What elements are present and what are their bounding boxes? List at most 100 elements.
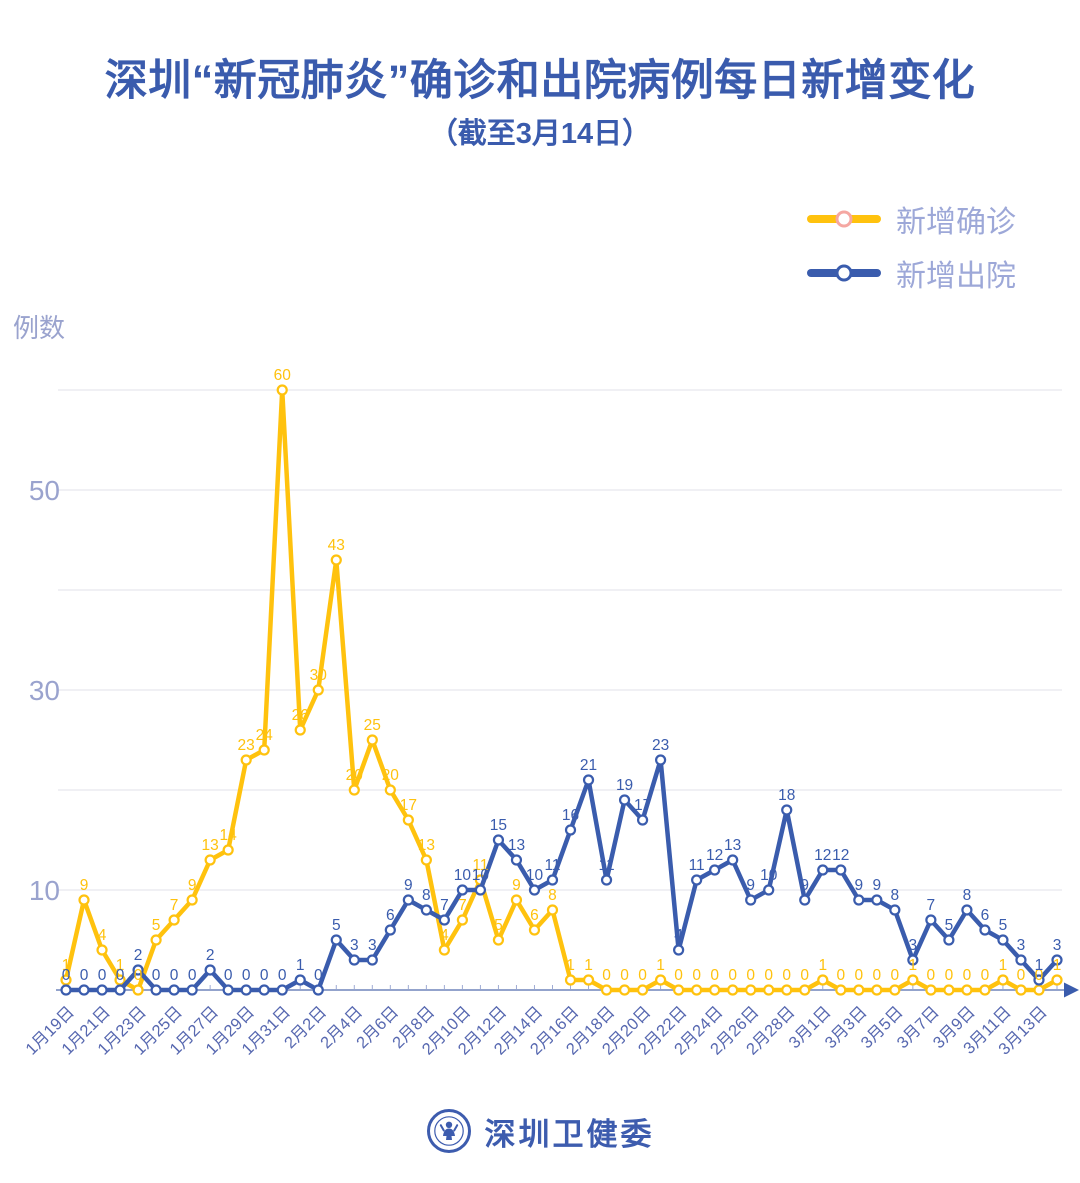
svg-text:7: 7 bbox=[458, 897, 467, 914]
data-point bbox=[150, 934, 162, 946]
svg-text:0: 0 bbox=[260, 967, 269, 984]
chart-legend: 新增确诊 新增出院 bbox=[807, 197, 1016, 295]
svg-text:0: 0 bbox=[782, 967, 791, 984]
data-point bbox=[979, 924, 991, 936]
svg-text:0: 0 bbox=[638, 967, 647, 984]
svg-text:9: 9 bbox=[800, 877, 809, 894]
svg-text:6: 6 bbox=[530, 907, 539, 924]
gridlines bbox=[58, 389, 1062, 891]
data-point bbox=[384, 924, 396, 936]
svg-text:3: 3 bbox=[368, 937, 377, 954]
shenzhen-health-logo-icon bbox=[426, 1109, 471, 1153]
data-point bbox=[132, 964, 144, 976]
data-point bbox=[781, 804, 793, 816]
series-line-新增确诊 bbox=[60, 384, 1063, 996]
svg-text:0: 0 bbox=[963, 967, 972, 984]
svg-text:0: 0 bbox=[80, 967, 89, 984]
data-point bbox=[492, 934, 505, 946]
data-point bbox=[618, 794, 631, 806]
data-point bbox=[348, 784, 360, 796]
svg-text:12: 12 bbox=[814, 847, 831, 864]
data-point bbox=[114, 984, 126, 996]
svg-text:0: 0 bbox=[98, 967, 107, 984]
svg-text:50: 50 bbox=[29, 475, 60, 506]
series-labels-新增确诊: 1941057913142324602630432025201713471159… bbox=[62, 367, 1062, 984]
data-point bbox=[871, 894, 883, 906]
data-point bbox=[276, 984, 288, 996]
svg-text:60: 60 bbox=[274, 367, 292, 384]
data-point bbox=[348, 954, 360, 966]
data-point bbox=[132, 984, 144, 996]
svg-text:14: 14 bbox=[220, 827, 238, 844]
svg-text:0: 0 bbox=[1017, 967, 1026, 984]
svg-text:0: 0 bbox=[800, 967, 809, 984]
data-point bbox=[691, 874, 703, 886]
legend-item-discharged[interactable]: 新增出院 bbox=[807, 251, 1016, 295]
svg-text:9: 9 bbox=[512, 877, 521, 894]
data-point bbox=[420, 904, 432, 916]
svg-text:4: 4 bbox=[440, 927, 449, 944]
data-point bbox=[781, 984, 793, 996]
legend-item-confirmed[interactable]: 新增确诊 bbox=[807, 197, 1016, 241]
svg-text:0: 0 bbox=[116, 967, 125, 984]
data-point bbox=[853, 894, 865, 906]
svg-text:26: 26 bbox=[292, 707, 309, 724]
x-axis-date-labels: 1月19日1月21日1月23日1月25日1月27日1月29日1月31日2月2日2… bbox=[22, 1003, 1051, 1059]
svg-text:10: 10 bbox=[472, 867, 490, 884]
svg-text:9: 9 bbox=[873, 877, 882, 894]
data-point bbox=[1051, 954, 1063, 966]
data-point bbox=[673, 984, 685, 996]
svg-text:17: 17 bbox=[634, 797, 651, 814]
svg-text:17: 17 bbox=[400, 797, 417, 814]
legend-label-discharged: 新增出院 bbox=[896, 260, 1016, 293]
data-point bbox=[943, 984, 955, 996]
svg-text:11: 11 bbox=[472, 857, 488, 874]
data-point bbox=[150, 984, 162, 996]
svg-text:8: 8 bbox=[548, 887, 557, 904]
svg-text:9: 9 bbox=[188, 877, 197, 894]
data-point bbox=[60, 984, 72, 996]
data-point bbox=[1033, 974, 1045, 986]
svg-text:6: 6 bbox=[981, 907, 990, 924]
svg-text:0: 0 bbox=[764, 967, 773, 984]
data-point bbox=[961, 904, 973, 916]
svg-text:24: 24 bbox=[256, 727, 274, 744]
svg-text:13: 13 bbox=[508, 837, 525, 854]
svg-text:16: 16 bbox=[562, 807, 579, 824]
svg-text:1: 1 bbox=[656, 957, 665, 974]
svg-text:3: 3 bbox=[909, 937, 918, 954]
svg-text:5: 5 bbox=[332, 917, 341, 934]
data-point bbox=[763, 884, 775, 896]
svg-text:9: 9 bbox=[80, 877, 89, 894]
svg-text:11: 11 bbox=[689, 857, 705, 874]
data-point bbox=[402, 814, 414, 826]
data-point bbox=[871, 984, 883, 996]
svg-text:0: 0 bbox=[242, 967, 251, 984]
data-point bbox=[618, 984, 631, 996]
svg-text:1: 1 bbox=[296, 957, 305, 974]
footer: 深圳卫健委 bbox=[0, 1108, 1080, 1154]
data-point bbox=[1033, 984, 1045, 996]
data-point bbox=[853, 984, 865, 996]
svg-text:10: 10 bbox=[526, 867, 544, 884]
data-point bbox=[510, 894, 523, 906]
svg-text:0: 0 bbox=[710, 967, 719, 984]
legend-line-confirmed-icon bbox=[807, 210, 881, 228]
svg-text:1: 1 bbox=[584, 957, 593, 974]
data-point bbox=[366, 954, 378, 966]
data-point bbox=[168, 914, 180, 926]
data-point bbox=[438, 914, 450, 926]
svg-text:1: 1 bbox=[818, 957, 827, 974]
data-point bbox=[997, 974, 1009, 986]
svg-text:1: 1 bbox=[1035, 957, 1044, 974]
svg-text:13: 13 bbox=[202, 837, 219, 854]
data-point bbox=[240, 754, 252, 766]
data-point bbox=[330, 934, 342, 946]
svg-text:12: 12 bbox=[706, 847, 723, 864]
data-point bbox=[78, 894, 90, 906]
svg-text:10: 10 bbox=[29, 875, 60, 906]
data-point bbox=[709, 864, 721, 876]
svg-text:30: 30 bbox=[29, 675, 60, 706]
svg-text:0: 0 bbox=[1035, 967, 1044, 984]
